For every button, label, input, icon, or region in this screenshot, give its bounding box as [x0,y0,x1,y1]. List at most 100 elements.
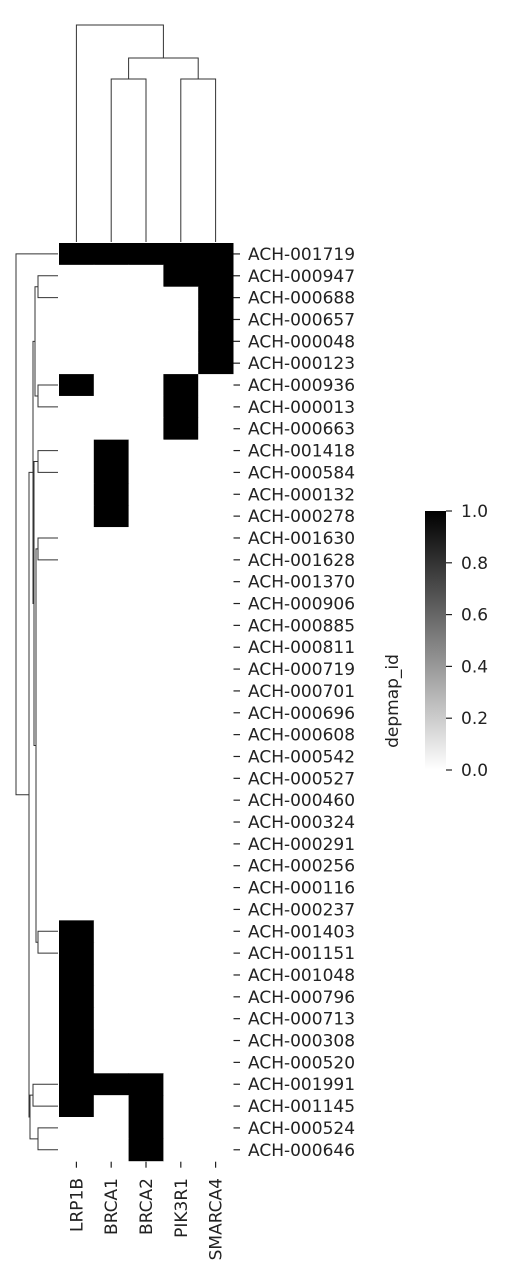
heatmap-cell [128,767,164,790]
heatmap-cell [93,1051,130,1074]
heatmap-cell [59,395,95,419]
row-tick-label: ACH-000701 [248,682,355,702]
row-dendrogram-link [28,471,33,1118]
row-tick-label: ACH-000796 [248,988,355,1008]
heatmap-cell [198,789,234,812]
row-tick-label: ACH-000237 [248,900,355,920]
row-tick-label: ACH-000048 [248,332,355,352]
column-tick-labels: LRP1B BRCA1 BRCA2 PIK3R1 SMARCA4 [67,1161,227,1260]
heatmap-cell [128,483,164,506]
heatmap-cell [163,308,199,331]
heatmap-cell [198,1073,234,1096]
row-tick-label: ACH-000688 [248,289,355,309]
heatmap-cell [163,680,199,703]
heatmap-cell [198,854,234,878]
heatmap-cell [128,658,164,681]
heatmap-cell [198,352,234,375]
row-tick-label: ACH-000936 [248,376,355,396]
column-tick-label: PIK3R1 [172,1178,192,1238]
heatmap-cell [198,1095,234,1118]
heatmap-cell [59,505,95,528]
heatmap-cell [128,614,164,637]
heatmap-cell [198,461,234,484]
heatmap-cell [163,243,199,266]
heatmap-cell [128,505,164,528]
heatmap-cell [93,964,130,987]
heatmap-cell [59,527,95,550]
row-tick-label: ACH-001991 [248,1075,355,1095]
row-dendrogram-link [37,1127,58,1151]
heatmap-cell [59,614,95,637]
heatmap-cell [198,920,234,943]
heatmap-cell [93,1138,130,1162]
row-tick-label: ACH-000811 [248,638,355,658]
heatmap-cell [163,592,199,615]
row-tick-label: ACH-000696 [248,704,355,724]
heatmap-cell [198,876,234,899]
heatmap-cell [128,461,164,484]
column-dendrogram-link [110,78,147,242]
row-dendrogram-link [34,286,38,397]
heatmap-cell [59,417,95,441]
column-tick-label: LRP1B [67,1178,87,1232]
row-tick-label: ACH-000608 [248,726,355,746]
row-tick-label: ACH-001048 [248,966,355,986]
row-tick-label: ACH-000308 [248,1032,355,1052]
heatmap-cell [163,789,199,812]
heatmap-cell [128,811,164,834]
heatmap-cell [198,308,234,331]
heatmap-cell [163,1029,199,1052]
heatmap-cell [128,1117,164,1140]
heatmap-cell [128,1073,164,1096]
heatmap-cell [198,243,234,266]
heatmap-cell [93,1007,130,1031]
heatmap-cell [163,461,199,484]
heatmap-cell [163,1073,199,1096]
heatmap-cell [59,898,95,921]
heatmap-cell [128,701,164,725]
row-tick-label: ACH-000524 [248,1119,355,1139]
row-tick-label: ACH-000278 [248,507,355,527]
heatmap-cell [163,505,199,528]
heatmap-cell [93,505,130,528]
heatmap-cell [198,505,234,528]
heatmap-cell [198,286,234,310]
heatmap-cell [93,701,130,725]
heatmap-cell [128,832,164,856]
heatmap-cell [198,1007,234,1031]
heatmap-cell [59,548,95,572]
heatmap-cell [128,439,164,462]
heatmap-cell [198,1051,234,1074]
colorbar-tick-label: 0.0 [461,761,488,781]
heatmap-cell [128,243,164,266]
row-tick-label: ACH-000123 [248,354,355,374]
heatmap-cell [93,570,130,594]
heatmap-cell [198,330,234,353]
heatmap-cell [128,1051,164,1074]
heatmap-cell [198,1029,234,1052]
heatmap-cell [163,286,199,310]
heatmap-cell [59,942,95,965]
heatmap-cell [163,395,199,419]
heatmap-cell [93,614,130,637]
heatmap-cell [59,701,95,725]
heatmap-cell [93,680,130,703]
heatmap-cell [163,854,199,878]
heatmap-cell [59,920,95,943]
heatmap-cell [128,527,164,550]
heatmap-cell [198,374,234,397]
heatmap-cell [59,964,95,987]
colorbar-gradient [425,511,446,770]
heatmap-cell [163,658,199,681]
heatmap-cell [128,352,164,375]
heatmap-cell [198,570,234,594]
heatmap-cell [198,1117,234,1140]
heatmap-cell [59,286,95,310]
heatmap-cell [93,352,130,375]
row-tick-label: ACH-001628 [248,551,355,571]
row-tick-label: ACH-001418 [248,442,355,462]
row-tick-labels: ACH-001719ACH-000947ACH-000688ACH-000657… [233,245,355,1161]
row-tick-label: ACH-000256 [248,857,355,877]
heatmap-cell [59,1051,95,1074]
heatmap-cell [163,964,199,987]
